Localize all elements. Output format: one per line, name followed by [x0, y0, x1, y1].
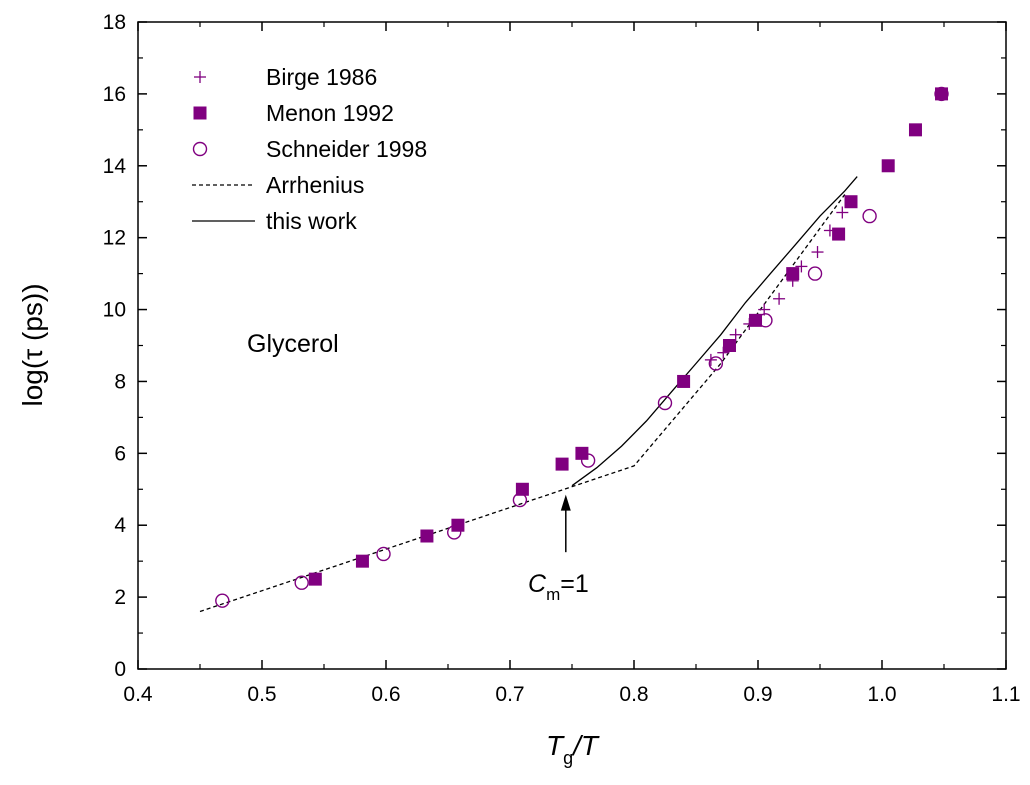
- cm-annotation-label: Cm=1: [528, 570, 589, 604]
- data-point-schneider-1998: [862, 208, 877, 224]
- y-tick-label: 14: [103, 155, 127, 178]
- x-tick-label: 1.1: [991, 683, 1020, 706]
- x-axis-title: Tg/T: [546, 730, 600, 768]
- data-points: [215, 86, 949, 608]
- data-point-menon-1992: [515, 482, 529, 496]
- annotation-glycerol: Glycerol: [247, 330, 339, 358]
- data-point-menon-1992: [908, 123, 922, 137]
- data-point-birge-1986: [811, 246, 824, 259]
- data-point-schneider-1998: [934, 86, 949, 102]
- y-tick-label: 4: [114, 514, 126, 537]
- y-tick-label: 18: [103, 11, 126, 34]
- data-point-schneider-1998: [376, 546, 391, 562]
- data-point-schneider-1998: [447, 525, 462, 540]
- data-point-menon-1992: [749, 313, 763, 327]
- data-point-schneider-1998: [294, 575, 309, 590]
- y-axis-title: log(τ (ps)): [17, 283, 48, 406]
- data-point-birge-1986: [773, 292, 786, 305]
- data-point-menon-1992: [832, 227, 846, 241]
- x-tick-label: 0.8: [619, 683, 648, 706]
- x-tick-label: 0.5: [247, 683, 276, 706]
- legend-label-this-work: this work: [266, 208, 357, 234]
- x-tick-label: 0.4: [123, 683, 153, 706]
- legend-swatch-birge-1986: [194, 71, 206, 83]
- legend-label-schneider-1998: Schneider 1998: [266, 136, 427, 162]
- data-point-schneider-1998: [758, 313, 773, 328]
- y-tick-label: 6: [114, 442, 126, 465]
- data-point-menon-1992: [308, 572, 322, 586]
- x-tick-label: 0.7: [495, 683, 524, 706]
- legend-label-menon-1992: Menon 1992: [266, 100, 394, 126]
- legend-label-arrhenius: Arrhenius: [266, 172, 364, 198]
- data-point-menon-1992: [420, 529, 434, 543]
- y-tick-label: 16: [103, 83, 126, 106]
- y-tick-label: 10: [103, 299, 126, 322]
- data-point-schneider-1998: [580, 453, 596, 468]
- data-point-schneider-1998: [708, 356, 724, 371]
- data-point-menon-1992: [844, 195, 858, 209]
- series-lines: [199, 176, 858, 613]
- y-tick-label: 2: [114, 586, 126, 609]
- legend: Birge 1986 Menon 1992 Schneider 1998 Arrhen…: [192, 64, 427, 234]
- data-point-schneider-1998: [807, 266, 823, 281]
- y-tick-label: 8: [114, 370, 126, 393]
- x-tick-label: 0.6: [371, 683, 400, 706]
- series-line-this-work: [571, 176, 858, 487]
- legend-swatch-schneider-1998: [192, 141, 208, 157]
- x-tick-label: 1.0: [867, 683, 896, 706]
- data-point-birge-1986: [795, 260, 808, 273]
- data-point-menon-1992: [722, 339, 736, 352]
- series-line-arrhenius: [199, 194, 846, 613]
- x-tick-label: 0.9: [743, 683, 772, 706]
- data-point-menon-1992: [575, 446, 589, 460]
- data-point-menon-1992: [786, 267, 800, 281]
- legend-label-birge-1986: Birge 1986: [266, 64, 377, 90]
- y-tick-label: 0: [114, 658, 126, 681]
- cm-arrow-head: [560, 494, 571, 511]
- data-point-menon-1992: [355, 554, 369, 568]
- data-point-menon-1992: [881, 159, 895, 173]
- legend-swatch-menon-1992: [193, 106, 207, 120]
- data-point-menon-1992: [555, 457, 569, 471]
- data-point-menon-1992: [935, 87, 949, 101]
- axis-ticks: 0.4 0.5 0.6 0.7 0.8 0.9 1.0 1.1 0 2 4 6 8 10 12 14 16 18: [103, 11, 1021, 706]
- data-point-menon-1992: [677, 374, 691, 388]
- data-point-schneider-1998: [512, 492, 528, 508]
- data-point-menon-1992: [451, 518, 465, 532]
- data-point-schneider-1998: [215, 593, 230, 608]
- data-point-schneider-1998: [657, 395, 673, 411]
- cm-annotation: Cm=1: [528, 494, 589, 604]
- data-point-birge-1986: [836, 206, 849, 219]
- y-tick-label: 12: [103, 227, 126, 250]
- data-point-birge-1986: [729, 328, 742, 341]
